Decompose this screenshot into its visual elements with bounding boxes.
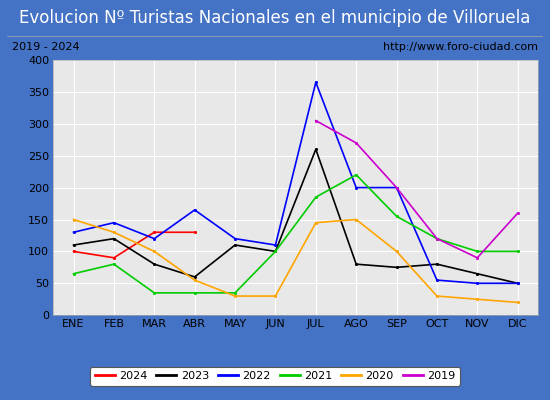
Text: 2019 - 2024: 2019 - 2024 bbox=[12, 42, 80, 52]
Text: http://www.foro-ciudad.com: http://www.foro-ciudad.com bbox=[383, 42, 538, 52]
Legend: 2024, 2023, 2022, 2021, 2020, 2019: 2024, 2023, 2022, 2021, 2020, 2019 bbox=[90, 367, 460, 386]
Text: Evolucion Nº Turistas Nacionales en el municipio de Villoruela: Evolucion Nº Turistas Nacionales en el m… bbox=[19, 9, 531, 27]
